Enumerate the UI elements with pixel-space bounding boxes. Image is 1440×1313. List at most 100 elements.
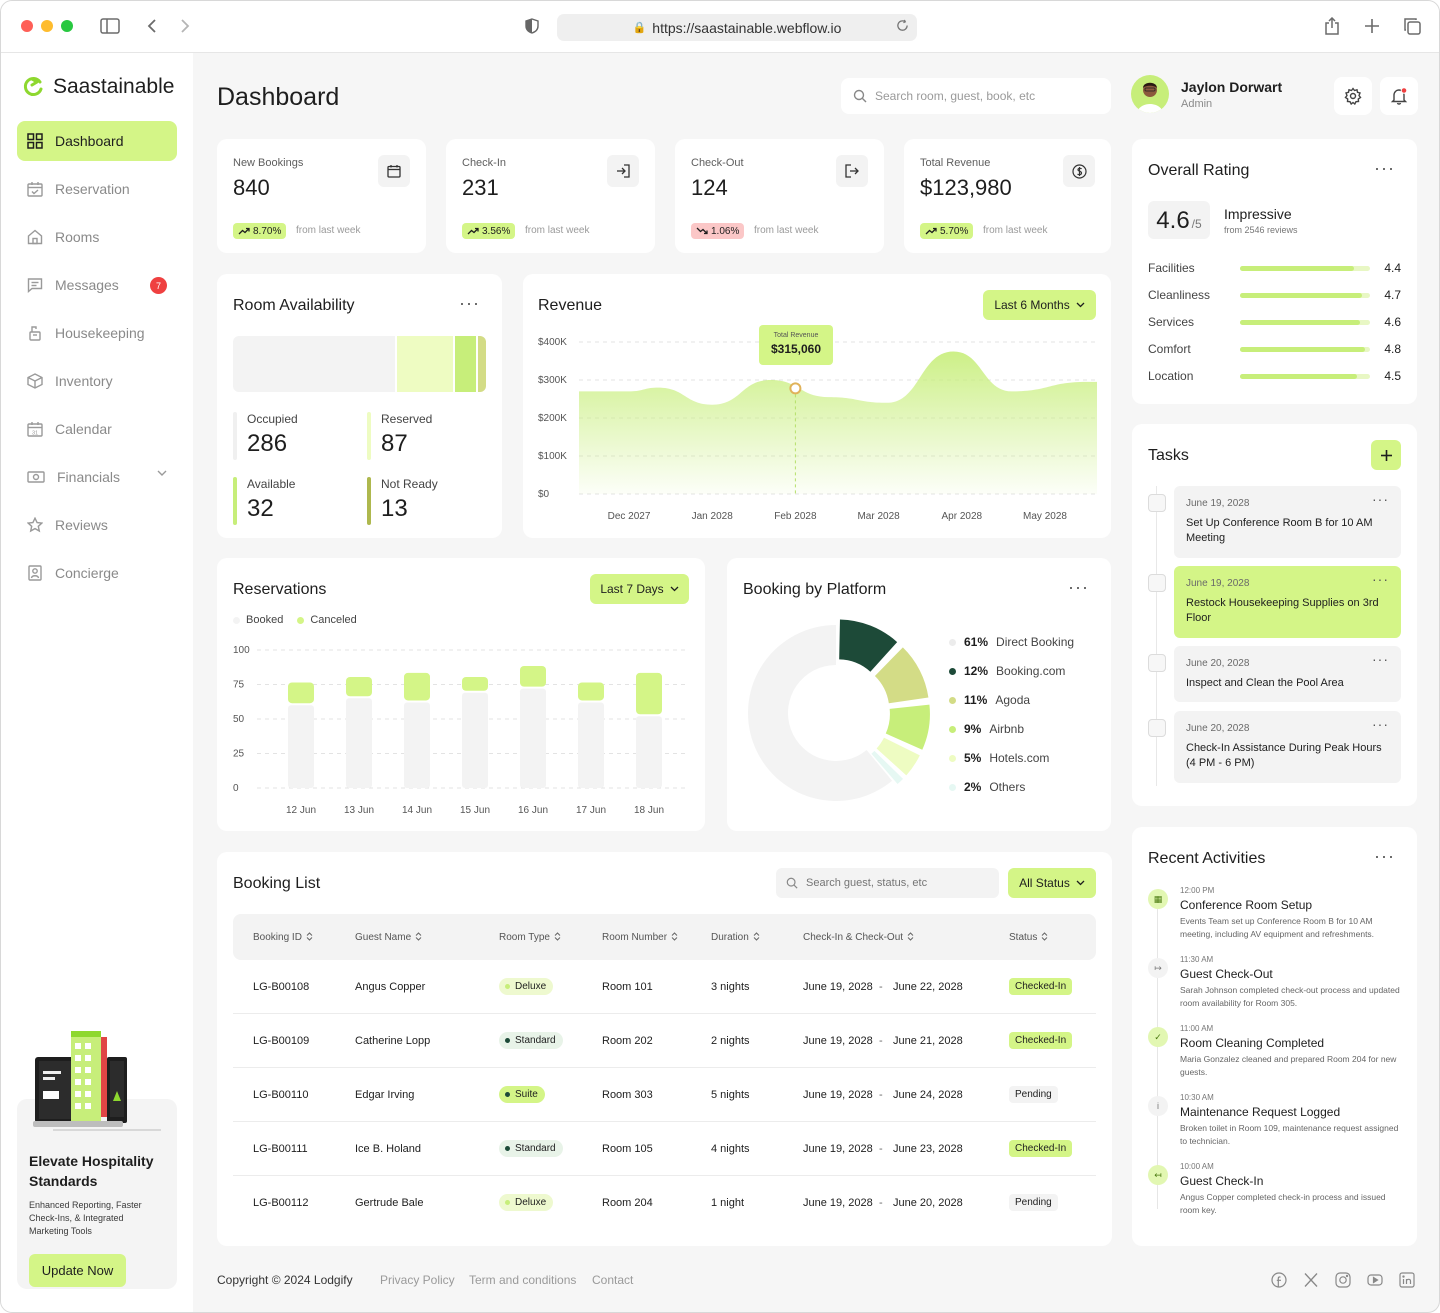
column-header[interactable]: Booking ID (253, 932, 313, 943)
address-bar[interactable]: 🔒 https://saastainable.webflow.io (557, 14, 917, 41)
back-icon[interactable] (141, 15, 163, 37)
share-icon[interactable] (1321, 15, 1343, 37)
instagram-icon[interactable] (1335, 1272, 1351, 1288)
more-options-icon[interactable]: ··· (1068, 577, 1089, 597)
donut-slice[interactable] (748, 625, 893, 801)
task-item[interactable]: June 19, 2028 Restock Housekeeping Suppli… (1174, 566, 1401, 638)
task-checkbox[interactable] (1148, 654, 1166, 672)
logout-icon[interactable] (836, 155, 868, 187)
more-options-icon[interactable]: ··· (1374, 158, 1395, 178)
revenue-period-dropdown[interactable]: Last 6 Months (983, 290, 1096, 320)
task-item[interactable]: June 20, 2028 Inspect and Clean the Pool … (1174, 646, 1401, 702)
status-filter-dropdown[interactable]: All Status (1008, 868, 1096, 898)
guest-name: Gertrude Bale (355, 1197, 424, 1209)
date-separator: - (879, 981, 883, 993)
new-tab-icon[interactable] (1361, 15, 1383, 37)
task-item[interactable]: June 19, 2028 Set Up Conference Room B fo… (1174, 486, 1401, 558)
maximize-window-button[interactable] (61, 20, 73, 32)
more-options-icon[interactable]: ··· (1374, 846, 1395, 866)
minimize-window-button[interactable] (41, 20, 53, 32)
bar-booked[interactable] (578, 702, 604, 788)
booking-search-input[interactable] (806, 877, 986, 889)
shield-icon[interactable] (521, 15, 543, 37)
booking-search[interactable] (776, 868, 999, 898)
tabs-overview-icon[interactable] (1401, 15, 1423, 37)
bar-canceled[interactable] (288, 682, 314, 704)
task-checkbox[interactable] (1148, 494, 1166, 512)
calendar-icon[interactable] (378, 155, 410, 187)
brand-logo[interactable]: Saastainable (23, 75, 174, 99)
legend-percent: 9% (964, 722, 982, 736)
task-checkbox[interactable] (1148, 574, 1166, 592)
column-header[interactable]: Status (1009, 932, 1048, 943)
column-header[interactable]: Room Type (499, 932, 561, 943)
info-icon: i (1148, 1096, 1168, 1116)
terms-link[interactable]: Term and conditions (469, 1273, 577, 1287)
bar-canceled[interactable] (636, 672, 662, 715)
add-task-button[interactable] (1371, 440, 1401, 470)
donut-slice[interactable] (871, 750, 904, 785)
sidebar-item-housekeeping[interactable]: Housekeeping (17, 313, 177, 353)
sidebar-item-rooms[interactable]: Rooms (17, 217, 177, 257)
reservations-period-dropdown[interactable]: Last 7 Days (590, 574, 689, 604)
room-type-badge: Suite (499, 1086, 545, 1103)
avatar[interactable] (1131, 75, 1169, 113)
linkedin-icon[interactable] (1399, 1272, 1415, 1288)
bar-booked[interactable] (404, 702, 430, 788)
notifications-button[interactable] (1380, 77, 1418, 115)
bar-booked[interactable] (636, 716, 662, 788)
bar-canceled[interactable] (520, 665, 546, 687)
bar-booked[interactable] (520, 688, 546, 788)
room-availability-card: Room Availability ··· Occupied 286 Reser… (217, 274, 502, 538)
update-now-button[interactable]: Update Now (29, 1254, 126, 1287)
contact-link[interactable]: Contact (592, 1273, 634, 1287)
login-icon[interactable] (607, 155, 639, 187)
task-checkbox[interactable] (1148, 719, 1166, 737)
global-search[interactable] (841, 78, 1111, 114)
search-input[interactable] (875, 89, 1095, 103)
task-more-icon[interactable]: ··· (1372, 716, 1389, 732)
sidebar-toggle-icon[interactable] (99, 15, 121, 37)
sidebar-item-messages[interactable]: Messages 7 (17, 265, 177, 305)
privacy-policy-link[interactable]: Privacy Policy (380, 1273, 455, 1287)
sidebar-item-dashboard[interactable]: Dashboard (17, 121, 177, 161)
sidebar-item-reviews[interactable]: Reviews (17, 505, 177, 545)
donut-slice[interactable] (874, 647, 929, 704)
x-icon[interactable] (1303, 1272, 1319, 1288)
reload-icon[interactable] (896, 19, 909, 35)
bar-booked[interactable] (288, 705, 314, 788)
more-options-icon[interactable]: ··· (459, 293, 480, 313)
facebook-icon[interactable] (1271, 1272, 1287, 1288)
donut-slice[interactable] (876, 737, 920, 776)
donut-slice[interactable] (885, 704, 930, 750)
donut-slice[interactable] (839, 619, 898, 672)
column-header[interactable]: Check-In & Check-Out (803, 932, 914, 943)
bar-canceled[interactable] (578, 682, 604, 701)
task-more-icon[interactable]: ··· (1372, 491, 1389, 507)
sidebar-item-financials[interactable]: Financials (17, 457, 177, 497)
bar-canceled[interactable] (462, 676, 488, 691)
dollar-icon[interactable] (1063, 155, 1095, 187)
sidebar-item-calendar[interactable]: 31 Calendar (17, 409, 177, 449)
sidebar-item-inventory[interactable]: Inventory (17, 361, 177, 401)
bar-canceled[interactable] (404, 672, 430, 701)
stat-label: Not Ready (381, 477, 438, 491)
bar-canceled[interactable] (346, 676, 372, 697)
column-header[interactable]: Duration (711, 932, 760, 943)
task-item[interactable]: June 20, 2028 Check-In Assistance During … (1174, 711, 1401, 783)
close-window-button[interactable] (21, 20, 33, 32)
sidebar-item-concierge[interactable]: Concierge (17, 553, 177, 593)
bar-booked[interactable] (346, 698, 372, 788)
settings-button[interactable] (1334, 77, 1372, 115)
sidebar-item-label: Concierge (55, 565, 119, 581)
task-more-icon[interactable]: ··· (1372, 571, 1389, 587)
bar-booked[interactable] (462, 692, 488, 788)
youtube-icon[interactable] (1367, 1272, 1383, 1288)
sidebar-item-reservation[interactable]: Reservation (17, 169, 177, 209)
highlight-point[interactable] (789, 382, 802, 395)
column-header[interactable]: Guest Name (355, 932, 422, 943)
forward-icon[interactable] (174, 15, 196, 37)
user-profile[interactable]: Jaylon Dorwart Admin (1131, 75, 1282, 113)
column-header[interactable]: Room Number (602, 932, 678, 943)
task-more-icon[interactable]: ··· (1372, 651, 1389, 667)
